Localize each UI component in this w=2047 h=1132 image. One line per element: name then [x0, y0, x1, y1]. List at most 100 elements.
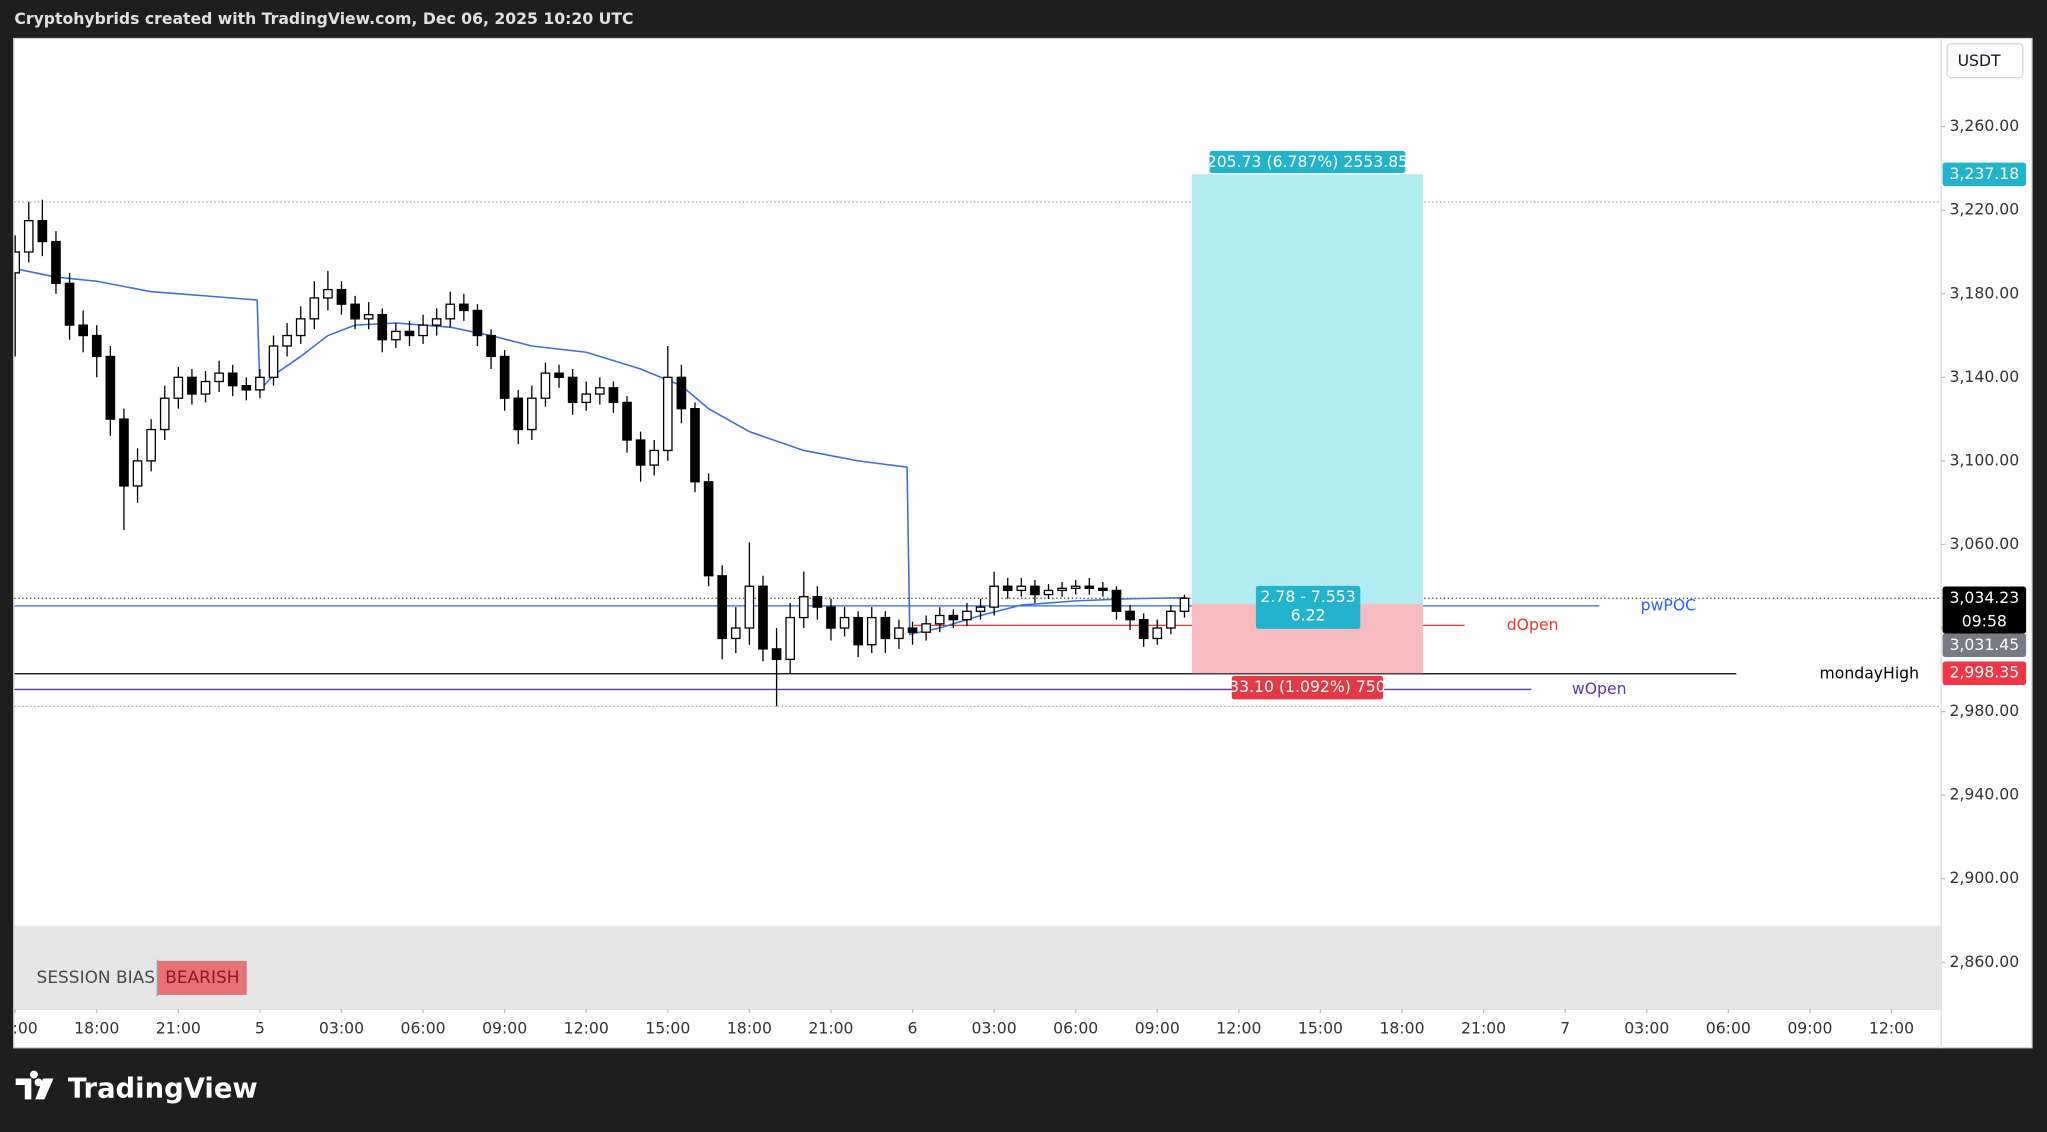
candle-body	[894, 627, 904, 640]
candle-body	[1070, 585, 1081, 589]
price-badge-label: 3,034.23	[1949, 588, 2019, 607]
candle-body	[948, 614, 959, 621]
position-ratio-box	[1255, 585, 1361, 629]
candle-body	[309, 297, 320, 320]
x-tick-label: 09:00	[1135, 1018, 1180, 1037]
candle-body	[1030, 585, 1040, 596]
candle-body	[159, 397, 170, 431]
x-tick-label: 03:00	[972, 1018, 1017, 1037]
candle-body	[146, 428, 156, 462]
candle-body	[1057, 587, 1067, 592]
candle-body	[1152, 627, 1163, 640]
position-stop-box	[1231, 675, 1384, 700]
x-tick-label: 18:00	[74, 1018, 119, 1037]
candle-body	[839, 616, 850, 629]
candle-body	[241, 385, 252, 391]
y-tick-label: 3,140.00	[1949, 367, 2019, 386]
x-tick-label: 18:00	[1379, 1018, 1424, 1037]
candle-body	[1002, 585, 1013, 592]
candle-body	[214, 372, 224, 383]
candle-body	[91, 334, 102, 358]
candle-body	[527, 397, 537, 431]
candle-body	[255, 376, 265, 391]
candle-body	[1125, 610, 1135, 621]
candle-body	[662, 376, 673, 452]
candle-body	[1016, 585, 1027, 592]
x-tick-label: 21:00	[1461, 1018, 1506, 1037]
price-axis: 3,260.00 3,220.00 3,180.00 3,140.00 3,100.00…	[1941, 116, 2027, 971]
candle-body	[758, 585, 768, 650]
x-tick-label: 12:00	[564, 1018, 609, 1037]
candle-body	[187, 376, 197, 395]
candle-body	[336, 288, 347, 305]
candle-body	[812, 596, 823, 608]
y-tick-label: 3,060.00	[1949, 534, 2019, 553]
candle-body	[1179, 597, 1190, 612]
candle-body	[105, 355, 116, 420]
y-tick-label: 2,980.00	[1949, 701, 2019, 720]
x-tick-label: 06:00	[401, 1018, 446, 1037]
candle-body	[64, 282, 75, 326]
x-tick-label: 12:00	[1216, 1018, 1261, 1037]
candle-body	[622, 401, 632, 441]
price-badge-label: 3,237.18	[1949, 164, 2019, 183]
position-target-label: 205.73 (6.787%) 2553.85	[1207, 152, 1408, 171]
candle-body	[703, 481, 714, 577]
candle-body	[785, 616, 796, 661]
price-badge	[1942, 633, 2027, 658]
candle-body	[608, 387, 619, 404]
candle-body	[798, 596, 809, 619]
currency: USDT	[1958, 51, 2001, 70]
position-profit-zone	[1191, 174, 1423, 605]
candle-body	[51, 240, 61, 284]
candle-body	[132, 460, 143, 487]
x-tick-label: 15:00	[1298, 1018, 1343, 1037]
candle-body	[513, 397, 524, 431]
candle-body	[989, 585, 999, 608]
candle-body	[635, 439, 646, 466]
position-target-box	[1209, 150, 1406, 174]
x-tick-label: 15:00	[645, 1018, 690, 1037]
candle-body	[554, 372, 564, 378]
session-bias-panel	[14, 925, 1942, 1010]
candle-body	[37, 220, 48, 243]
candle-body	[14, 251, 21, 274]
position-ratio-label: 2.78 - 7.553	[1260, 587, 1355, 606]
candle-body	[717, 575, 728, 640]
candle-body	[459, 303, 469, 312]
candle-body	[581, 393, 592, 404]
x-tick-label: 03:00	[1624, 1018, 1669, 1037]
level-label: mondayHigh	[1820, 663, 1920, 682]
logo-dot	[34, 1078, 43, 1087]
candle-body	[23, 220, 34, 253]
price-badge-label: 2,998.35	[1949, 663, 2019, 682]
overlay-line	[14, 267, 1185, 636]
candle-body	[472, 309, 483, 337]
candle-body	[227, 372, 238, 387]
countdown: 09:58	[1962, 611, 2007, 630]
footer-brand: TradingView	[68, 1074, 258, 1105]
candle-body	[404, 330, 415, 337]
candle-body	[295, 318, 306, 337]
y-tick-label: 2,860.00	[1949, 952, 2019, 971]
candle-body	[119, 418, 129, 487]
plot-area: SESSION BIAS BEARISH pwPOC dOpen mondayHig…	[14, 150, 1942, 1010]
candle-body	[1138, 619, 1149, 640]
candle-body	[78, 324, 88, 337]
x-tick-label: 06:00	[1706, 1018, 1751, 1037]
logo-icon	[15, 1070, 54, 1100]
candle-body	[676, 376, 687, 410]
candle-body	[962, 610, 972, 621]
x-tick-label: 06:00	[1053, 1018, 1098, 1037]
x-tick-label: 7	[1560, 1018, 1570, 1037]
candle-body	[853, 616, 863, 646]
x-tick-label: 5	[255, 1018, 265, 1037]
candle-body	[377, 314, 388, 341]
price-badge	[1942, 162, 2027, 187]
candle-body	[730, 627, 741, 640]
candle-body	[866, 616, 877, 646]
candle-body	[921, 623, 931, 633]
currency-box[interactable]	[1946, 43, 2024, 79]
candle-body	[431, 318, 442, 326]
